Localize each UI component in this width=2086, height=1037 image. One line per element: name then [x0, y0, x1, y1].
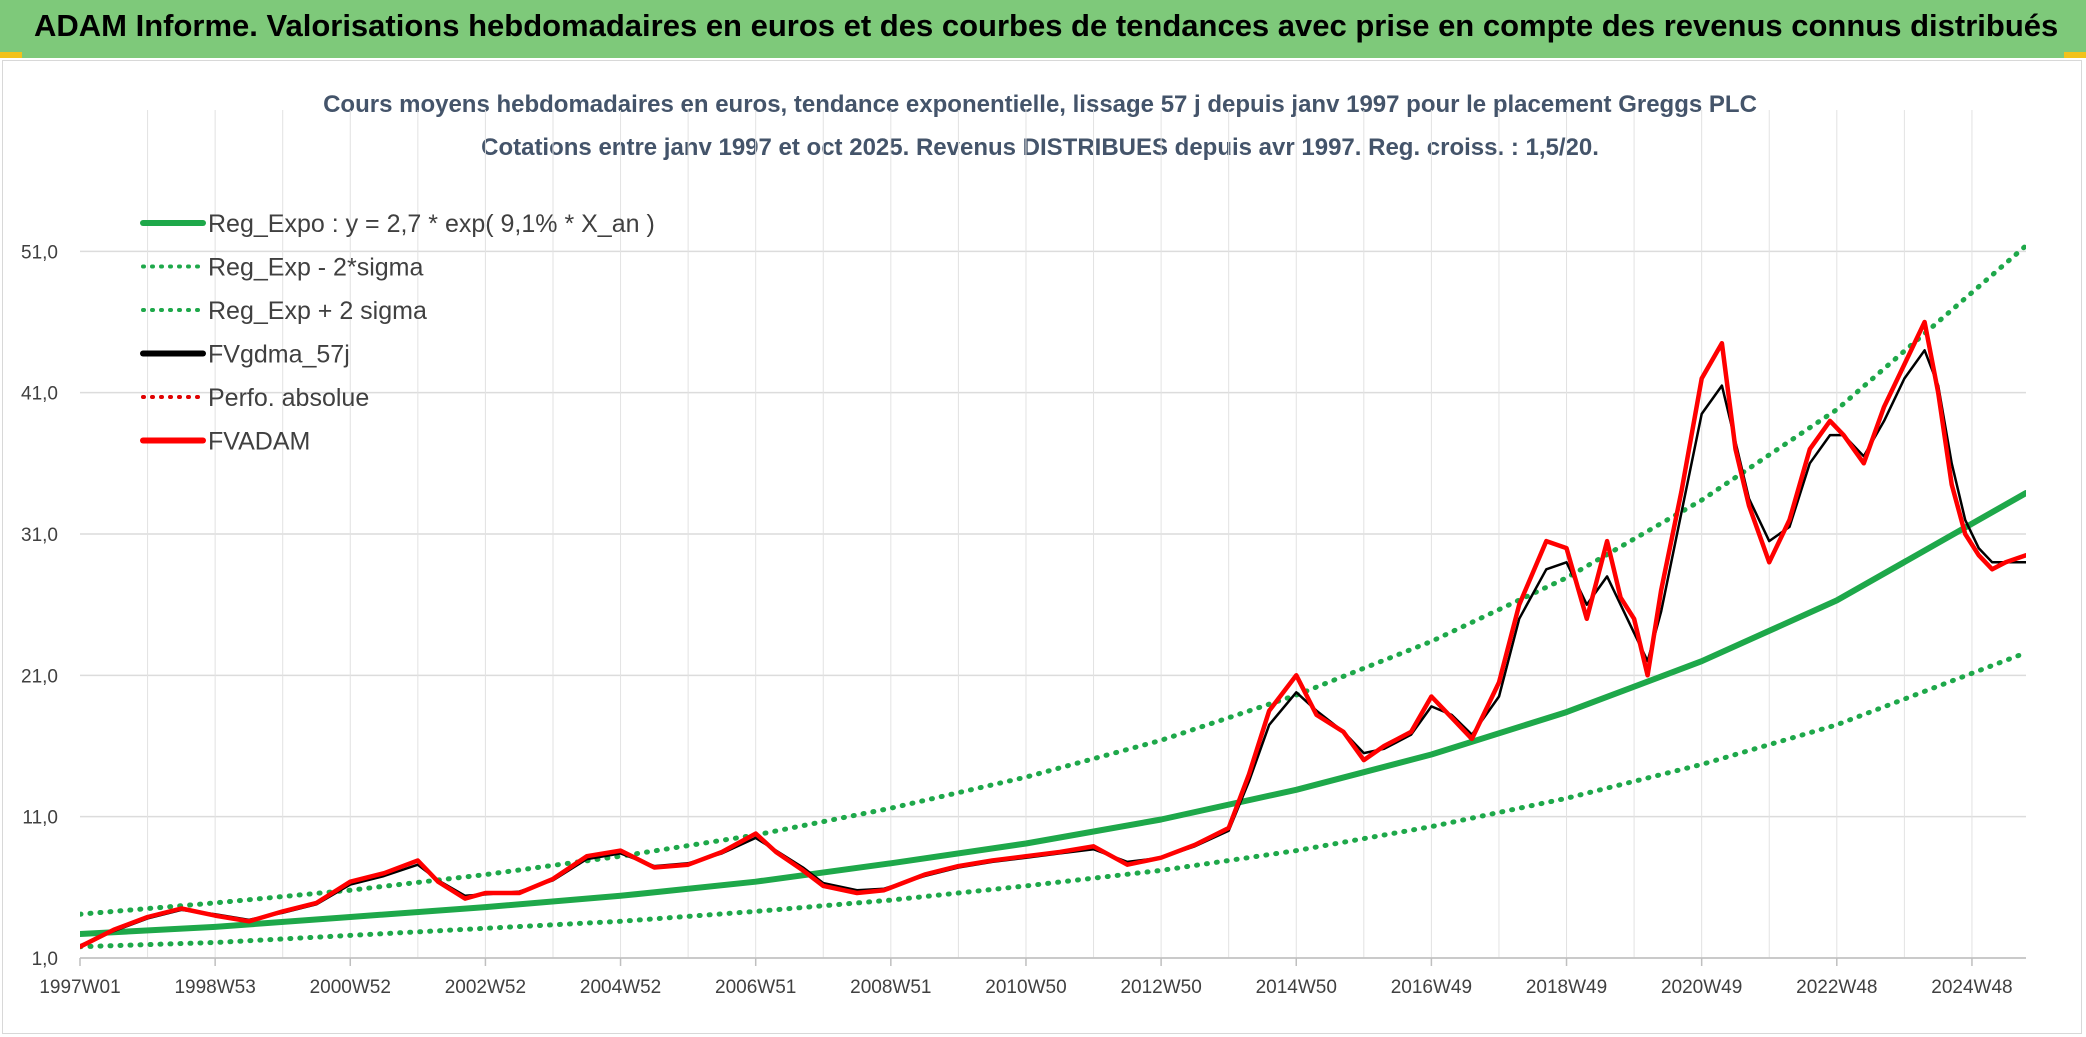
x-tick-label: 2024W48 [1931, 977, 2012, 998]
series-fvadam [80, 319, 2026, 949]
chart-legend: Reg_Expo : y = 2,7 * exp( 9,1% * X_an ) R… [140, 210, 655, 456]
x-tick-label: 2008W51 [850, 977, 931, 998]
series-reg-expo [80, 490, 2026, 937]
y-tick-label: 11,0 [22, 808, 58, 829]
series-reg-exp-plus-2sigma [80, 243, 2026, 917]
chart-subtitle: Cotations entre janv 1997 et oct 2025. R… [481, 134, 1599, 161]
legend-label: Reg_Exp - 2*sigma [208, 254, 423, 282]
x-tick-label: 2004W52 [580, 977, 661, 998]
header-banner: ADAM Informe. Valorisations hebdomadaire… [0, 0, 2086, 58]
chart-title: Cours moyens hebdomadaires en euros, ten… [323, 91, 1757, 118]
y-tick-label: 1,0 [32, 949, 58, 970]
x-tick-label: 2012W50 [1120, 977, 1201, 998]
x-tick-label: 1998W53 [174, 977, 255, 998]
legend-label: Reg_Exp + 2 sigma [208, 297, 427, 325]
x-tick-label: 1997W01 [39, 977, 120, 998]
corner-marker-right [2064, 52, 2086, 58]
chart-axes: 1,0 11,0 21,0 31,0 41,0 51,0 1997W01 1998W53 200… [21, 242, 2026, 998]
x-tick-label: 2020W49 [1661, 977, 1742, 998]
x-tick-label: 2022W48 [1796, 977, 1877, 998]
chart-frame [2, 60, 2082, 1034]
legend-label: Perfo. absolue [208, 384, 369, 412]
y-tick-label: 21,0 [21, 666, 58, 687]
y-tick-label: 51,0 [21, 242, 58, 263]
page-title: ADAM Informe. Valorisations hebdomadaire… [34, 8, 2059, 43]
chart-series [80, 243, 2026, 950]
x-tick-label: 2006W51 [715, 977, 796, 998]
y-tick-label: 41,0 [21, 384, 58, 405]
legend-label: Reg_Expo : y = 2,7 * exp( 9,1% * X_an ) [208, 210, 655, 238]
x-tick-label: 2014W50 [1256, 977, 1337, 998]
x-tick-label: 2018W49 [1526, 977, 1607, 998]
legend-label: FVgdma_57j [208, 341, 350, 369]
x-tick-label: 2002W52 [445, 977, 526, 998]
x-tick-label: 2016W49 [1391, 977, 1472, 998]
x-tick-label: 2010W50 [985, 977, 1066, 998]
y-tick-label: 31,0 [21, 525, 58, 546]
legend-label: FVADAM [208, 428, 310, 456]
corner-marker-left [0, 52, 22, 58]
series-reg-exp-minus-2sigma [80, 650, 2026, 950]
x-tick-label: 2000W52 [310, 977, 391, 998]
